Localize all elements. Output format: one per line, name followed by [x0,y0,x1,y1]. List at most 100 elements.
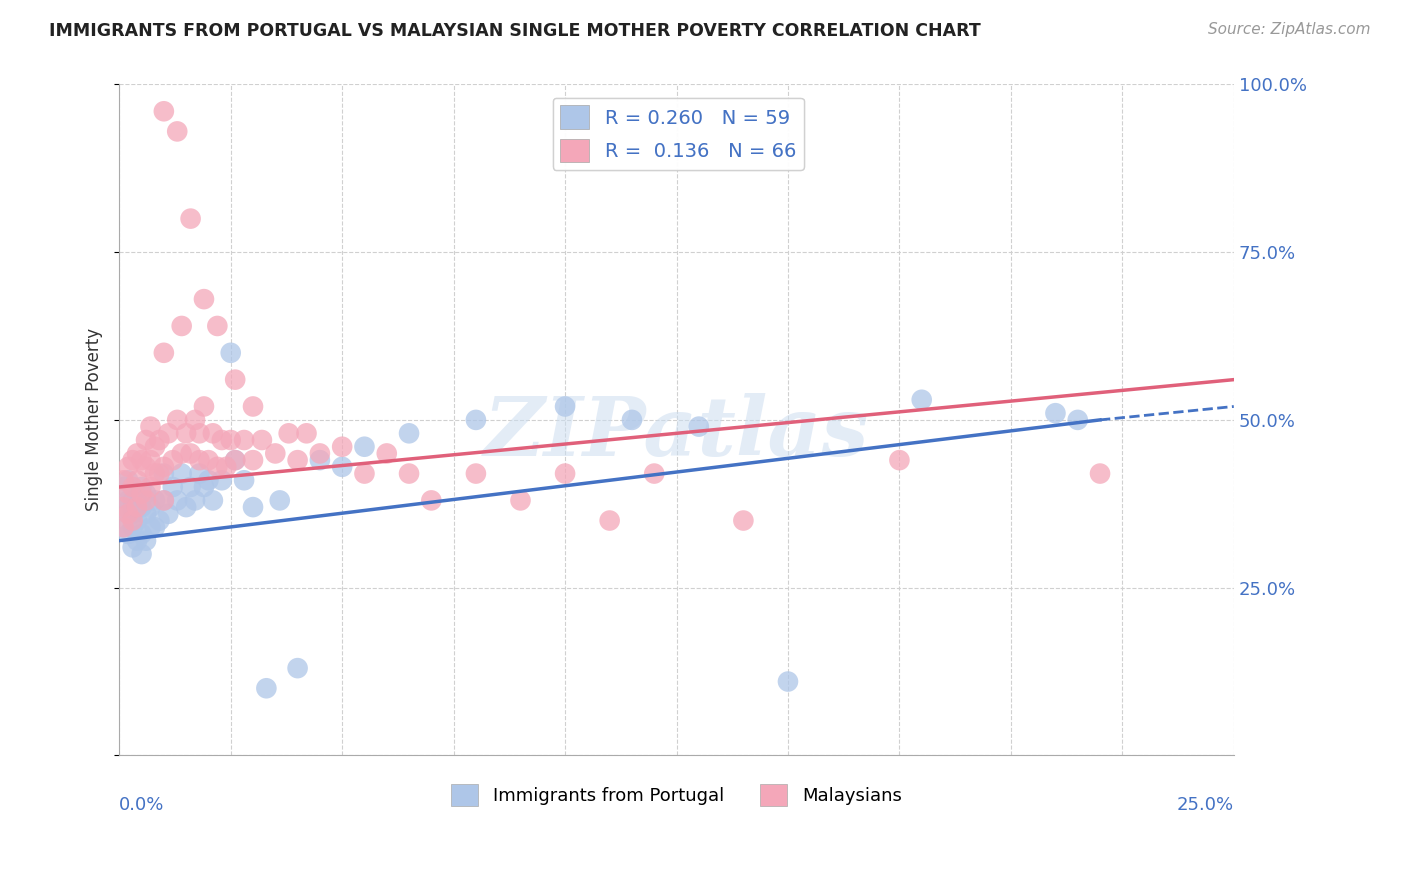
Point [153,346,176,360]
Point [117,493,139,508]
Point [131,500,153,515]
Point [242,400,264,414]
Point [207,318,229,333]
Point [143,467,166,481]
Point [375,446,398,460]
Text: Source: ZipAtlas.com: Source: ZipAtlas.com [1208,22,1371,37]
Point [112,473,135,487]
Point [269,493,291,508]
Point [509,493,531,508]
Point [117,507,139,521]
Point [117,527,139,541]
Point [143,493,166,508]
Point [127,500,149,515]
Point [242,500,264,515]
Point [193,400,215,414]
Point [135,486,157,500]
Point [188,467,211,481]
Point [688,419,710,434]
Point [184,413,207,427]
Point [889,453,911,467]
Point [139,500,162,515]
Point [135,507,157,521]
Point [127,473,149,487]
Point [1067,413,1090,427]
Point [233,473,256,487]
Point [153,493,176,508]
Point [143,440,166,454]
Point [127,446,149,460]
Point [250,433,273,447]
Point [207,459,229,474]
Point [135,533,157,548]
Point [911,392,934,407]
Point [117,473,139,487]
Point [554,400,576,414]
Point [148,467,170,481]
Point [148,514,170,528]
Point [131,527,153,541]
Point [170,318,193,333]
Point [620,413,643,427]
Point [157,507,180,521]
Point [170,446,193,460]
Point [193,480,215,494]
Point [131,453,153,467]
Point [353,440,375,454]
Point [162,480,184,494]
Point [224,453,246,467]
Point [188,426,211,441]
Point [112,500,135,515]
Point [254,681,277,696]
Text: IMMIGRANTS FROM PORTUGAL VS MALAYSIAN SINGLE MOTHER POVERTY CORRELATION CHART: IMMIGRANTS FROM PORTUGAL VS MALAYSIAN SI… [49,22,981,40]
Point [295,426,318,441]
Point [170,467,193,481]
Point [464,413,486,427]
Point [174,426,197,441]
Point [166,413,188,427]
Point [287,661,309,675]
Point [117,459,139,474]
Point [309,453,332,467]
Point [139,480,162,494]
Point [139,453,162,467]
Point [148,433,170,447]
Point [287,453,309,467]
Point [224,373,246,387]
Point [121,453,143,467]
Point [135,459,157,474]
Point [121,541,143,555]
Point [353,467,375,481]
Point [166,493,188,508]
Point [127,493,149,508]
Point [135,493,157,508]
Point [215,459,238,474]
Point [174,500,197,515]
Text: 25.0%: 25.0% [1177,796,1234,814]
Point [131,547,153,561]
Point [309,446,332,460]
Point [180,480,202,494]
Point [219,346,242,360]
Point [188,453,211,467]
Text: 0.0%: 0.0% [120,796,165,814]
Point [554,467,576,481]
Point [420,493,443,508]
Point [121,480,143,494]
Point [1088,467,1111,481]
Point [201,426,224,441]
Point [197,473,219,487]
Point [139,520,162,534]
Point [121,520,143,534]
Point [211,473,233,487]
Point [121,507,143,521]
Point [153,459,176,474]
Point [398,426,420,441]
Point [135,433,157,447]
Point [330,459,353,474]
Point [242,453,264,467]
Point [193,292,215,306]
Point [121,514,143,528]
Point [131,486,153,500]
Point [139,419,162,434]
